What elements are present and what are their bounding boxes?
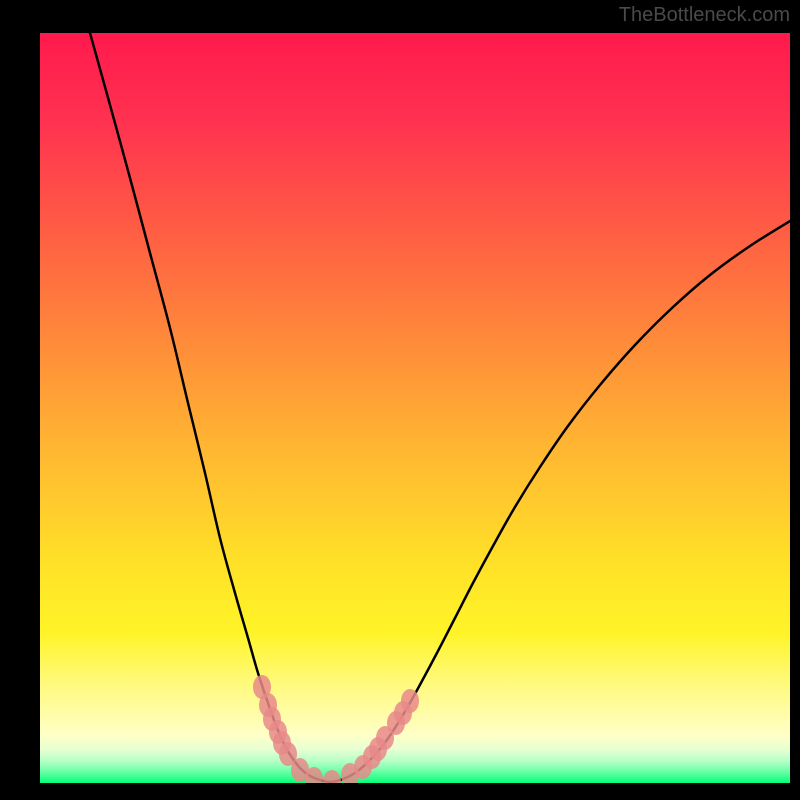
watermark-text: TheBottleneck.com (619, 4, 790, 27)
gradient-background (40, 33, 790, 783)
chart-container: TheBottleneck.com (0, 0, 800, 800)
marker-point (401, 689, 419, 713)
chart-area (40, 33, 790, 783)
chart-svg (40, 33, 790, 783)
